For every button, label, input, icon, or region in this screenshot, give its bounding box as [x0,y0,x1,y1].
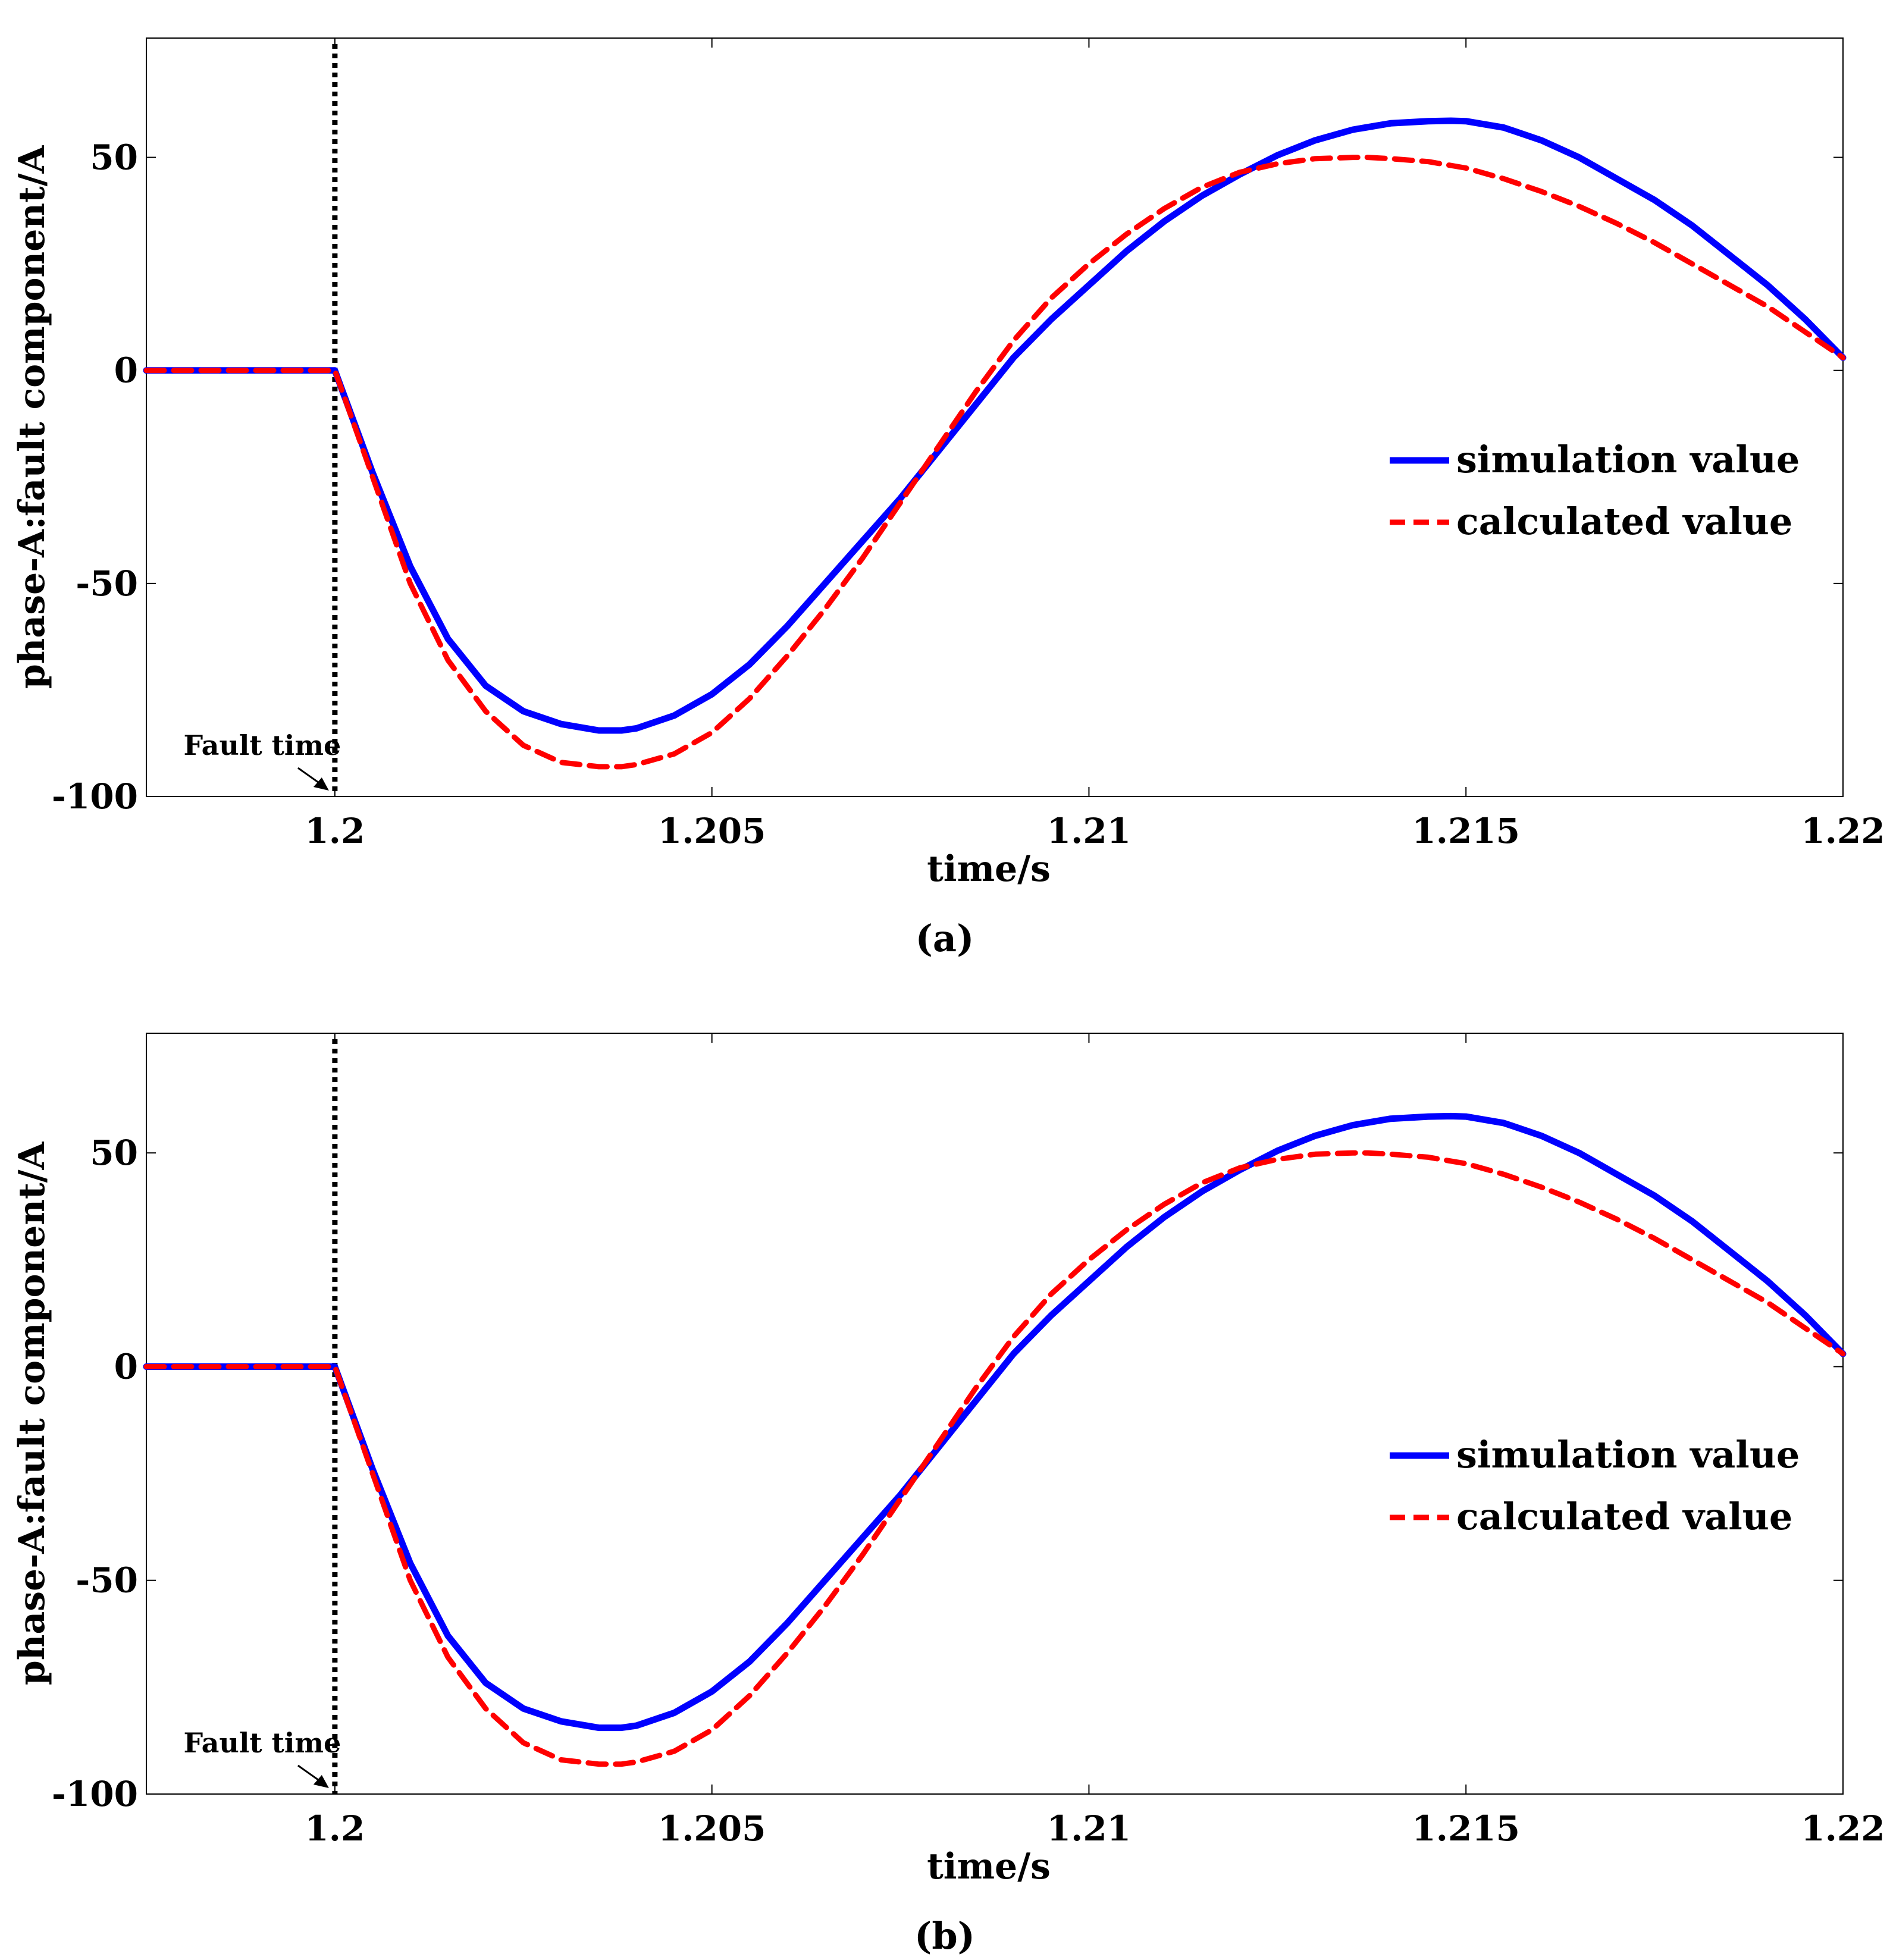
x-tick-label: 1.2 [305,811,365,851]
fault-time-arrowhead [313,777,329,791]
legend-label: calculated value [1456,1495,1792,1538]
series-line-calculated [143,155,1846,770]
x-tick-label: 1.22 [1801,811,1885,851]
series-line-simulation [143,1112,1847,1732]
x-tick-label: 1.2 [305,1808,365,1849]
legend-label: simulation value [1456,438,1800,481]
y-tick-label: 0 [114,1346,138,1387]
panel-label: (b) [914,1914,975,1958]
y-tick-label: 50 [90,137,138,178]
y-tick-label: -100 [52,776,138,817]
x-tick-label: 1.205 [658,811,766,851]
chart-panel-b: 1.2 1.205 1.21 1.215 1.22 -100 -50 0 50 time/s pha… [11,1033,1885,1958]
series-line-simulation [143,117,1847,734]
fault-time-label: Fault time [183,729,341,761]
panel-label: (a) [916,917,974,960]
y-tick-label: -100 [52,1774,138,1814]
fault-time-label: Fault time [183,1727,341,1759]
x-tick-label: 1.215 [1412,811,1520,851]
chart-panel-a: 1.2 1.205 1.21 1.215 1.22 -100 -50 0 50 time/s pha… [11,37,1885,960]
legend-label: calculated value [1456,500,1792,543]
x-tick-label: 1.21 [1047,1808,1131,1849]
legend-label: simulation value [1456,1433,1800,1476]
x-tick-label: 1.205 [658,1808,766,1849]
x-axis-title: time/s [927,848,1051,890]
plot-area-frame [146,1033,1844,1795]
y-tick-label: 50 [90,1133,138,1173]
y-axis-title: phase-A:fault component/A [11,1141,53,1685]
fault-time-arrowhead [313,1775,329,1788]
y-tick-label: -50 [76,563,138,604]
plot-area-frame [146,37,1844,797]
x-tick-label: 1.21 [1047,811,1131,851]
y-tick-label: -50 [76,1560,138,1601]
y-axis-title: phase-A:fault component/A [11,145,53,689]
x-tick-label: 1.215 [1412,1808,1520,1849]
y-tick-label: 0 [114,350,138,391]
x-tick-label: 1.22 [1801,1808,1885,1849]
x-axis-title: time/s [927,1846,1051,1887]
series-line-calculated [143,1150,1846,1767]
